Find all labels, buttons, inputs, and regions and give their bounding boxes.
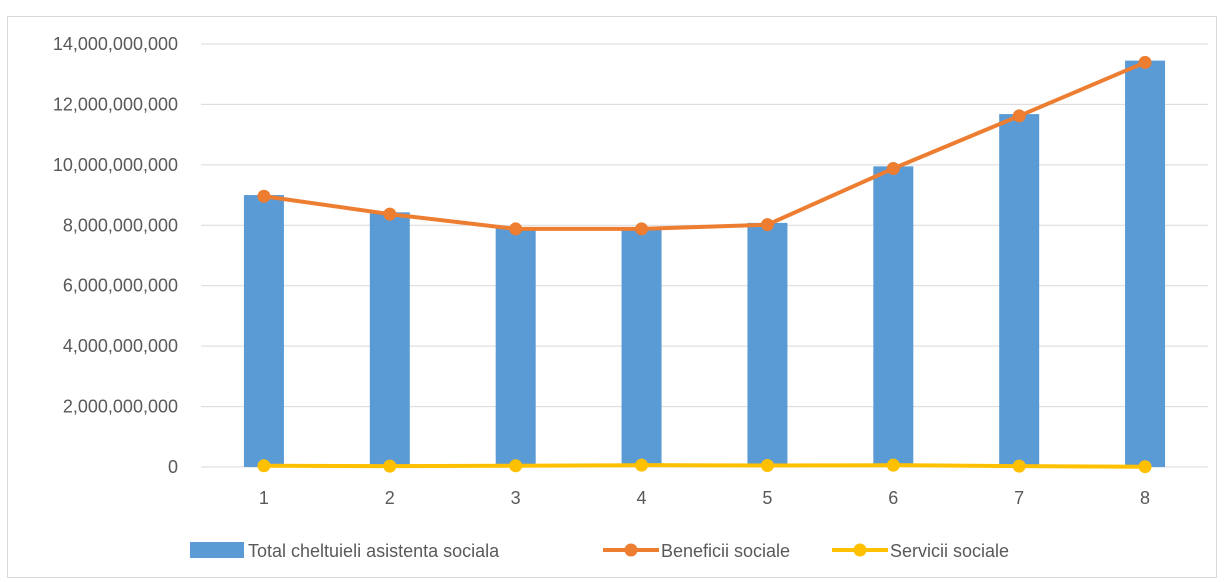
- data-point: [1012, 459, 1026, 473]
- y-tick-label: 2,000,000,000: [63, 397, 178, 417]
- legend-swatch: [190, 542, 244, 558]
- y-tick-label: 6,000,000,000: [63, 276, 178, 296]
- x-tick-label: 6: [888, 488, 898, 508]
- bar: [747, 222, 788, 467]
- data-point: [886, 161, 900, 175]
- bar: [999, 114, 1040, 468]
- data-point: [760, 218, 774, 232]
- x-tick-label: 4: [637, 488, 647, 508]
- bar: [873, 166, 914, 467]
- bar: [369, 212, 410, 467]
- bar: [243, 195, 284, 468]
- y-tick-label: 4,000,000,000: [63, 336, 178, 356]
- legend-label: Total cheltuieli asistenta sociala: [248, 541, 500, 561]
- data-point: [635, 222, 649, 236]
- data-point: [509, 459, 523, 473]
- y-tick-label: 10,000,000,000: [53, 155, 178, 175]
- data-point: [1012, 109, 1026, 123]
- bar: [495, 227, 536, 467]
- x-tick-label: 5: [762, 488, 772, 508]
- data-point: [635, 458, 649, 472]
- legend-label: Servicii sociale: [890, 541, 1009, 561]
- y-tick-label: 0: [168, 457, 178, 477]
- legend-marker: [853, 543, 867, 557]
- data-point: [383, 207, 397, 221]
- data-point: [383, 459, 397, 473]
- data-point: [886, 458, 900, 472]
- bar: [621, 227, 662, 467]
- legend-label: Beneficii sociale: [661, 541, 790, 561]
- bar: [1125, 60, 1166, 467]
- data-point: [1138, 55, 1152, 69]
- series-line: [263, 463, 1146, 469]
- series-line: [263, 60, 1146, 231]
- x-tick-label: 1: [259, 488, 269, 508]
- data-point: [257, 189, 271, 203]
- legend-marker: [624, 543, 638, 557]
- x-tick-label: 2: [385, 488, 395, 508]
- x-tick-label: 8: [1140, 488, 1150, 508]
- x-tick-label: 3: [511, 488, 521, 508]
- y-tick-label: 14,000,000,000: [53, 34, 178, 54]
- y-tick-label: 8,000,000,000: [63, 215, 178, 235]
- y-tick-label: 12,000,000,000: [53, 94, 178, 114]
- data-point: [257, 459, 271, 473]
- x-tick-label: 7: [1014, 488, 1024, 508]
- data-point: [509, 222, 523, 236]
- data-point: [1138, 460, 1152, 474]
- data-point: [760, 458, 774, 472]
